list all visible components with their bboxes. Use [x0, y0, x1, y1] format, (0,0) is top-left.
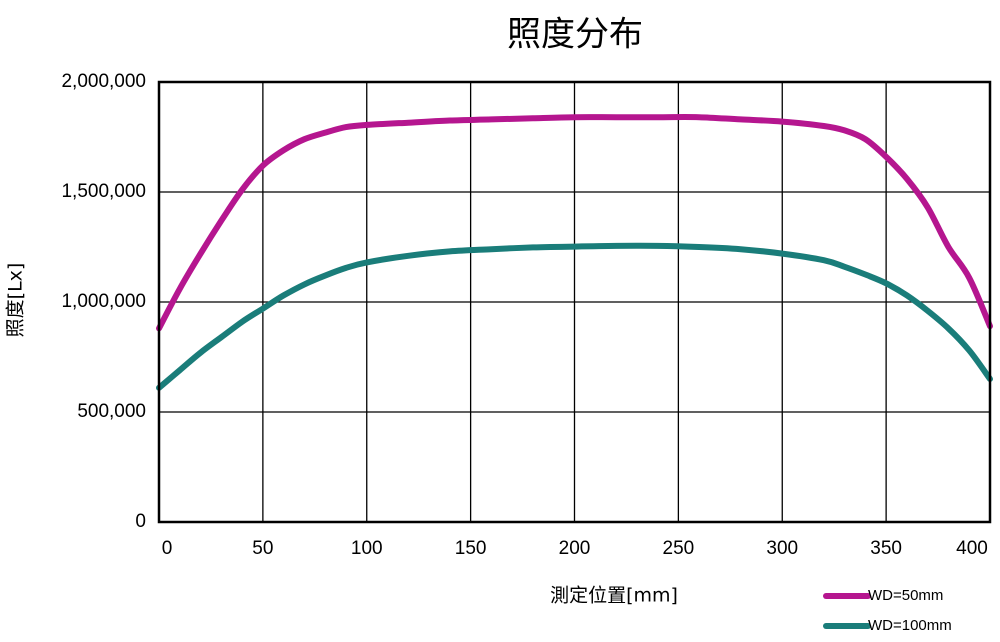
series-line-wd100 — [156, 242, 993, 391]
x-tick-label: 200 — [559, 538, 591, 559]
x-tick-label: 350 — [870, 538, 902, 559]
y-tick-labels: 0 500,000 1,000,000 1,500,000 2,000,000 — [61, 71, 146, 532]
series-line-wd50 — [156, 114, 993, 332]
legend: WD=50mm WD=100mm — [823, 587, 952, 634]
plot-frame — [157, 80, 992, 524]
y-tick-label: 1,500,000 — [61, 181, 146, 202]
chart-title: 照度分布 — [507, 15, 643, 55]
x-tick-label: 50 — [252, 538, 273, 559]
x-tick-label: 300 — [766, 538, 798, 559]
series-lines — [156, 114, 993, 391]
y-tick-label: 500,000 — [77, 401, 146, 422]
y-axis-label: 照度[Lx] — [5, 263, 27, 338]
x-tick-label: 100 — [351, 538, 383, 559]
x-tick-label: 250 — [663, 538, 695, 559]
x-tick-label: 150 — [455, 538, 487, 559]
y-tick-label: 2,000,000 — [61, 71, 146, 92]
x-tick-label: 400 — [956, 538, 988, 559]
legend-label: WD=50mm — [868, 587, 943, 604]
x-tick-labels: 0 50 100 150 200 250 300 350 400 — [162, 538, 988, 559]
x-tick-label: 0 — [162, 538, 173, 559]
legend-label: WD=100mm — [868, 617, 952, 634]
x-axis-label: 測定位置[mm] — [550, 585, 678, 607]
y-tick-label: 0 — [135, 511, 146, 532]
y-tick-label: 1,000,000 — [61, 291, 146, 312]
